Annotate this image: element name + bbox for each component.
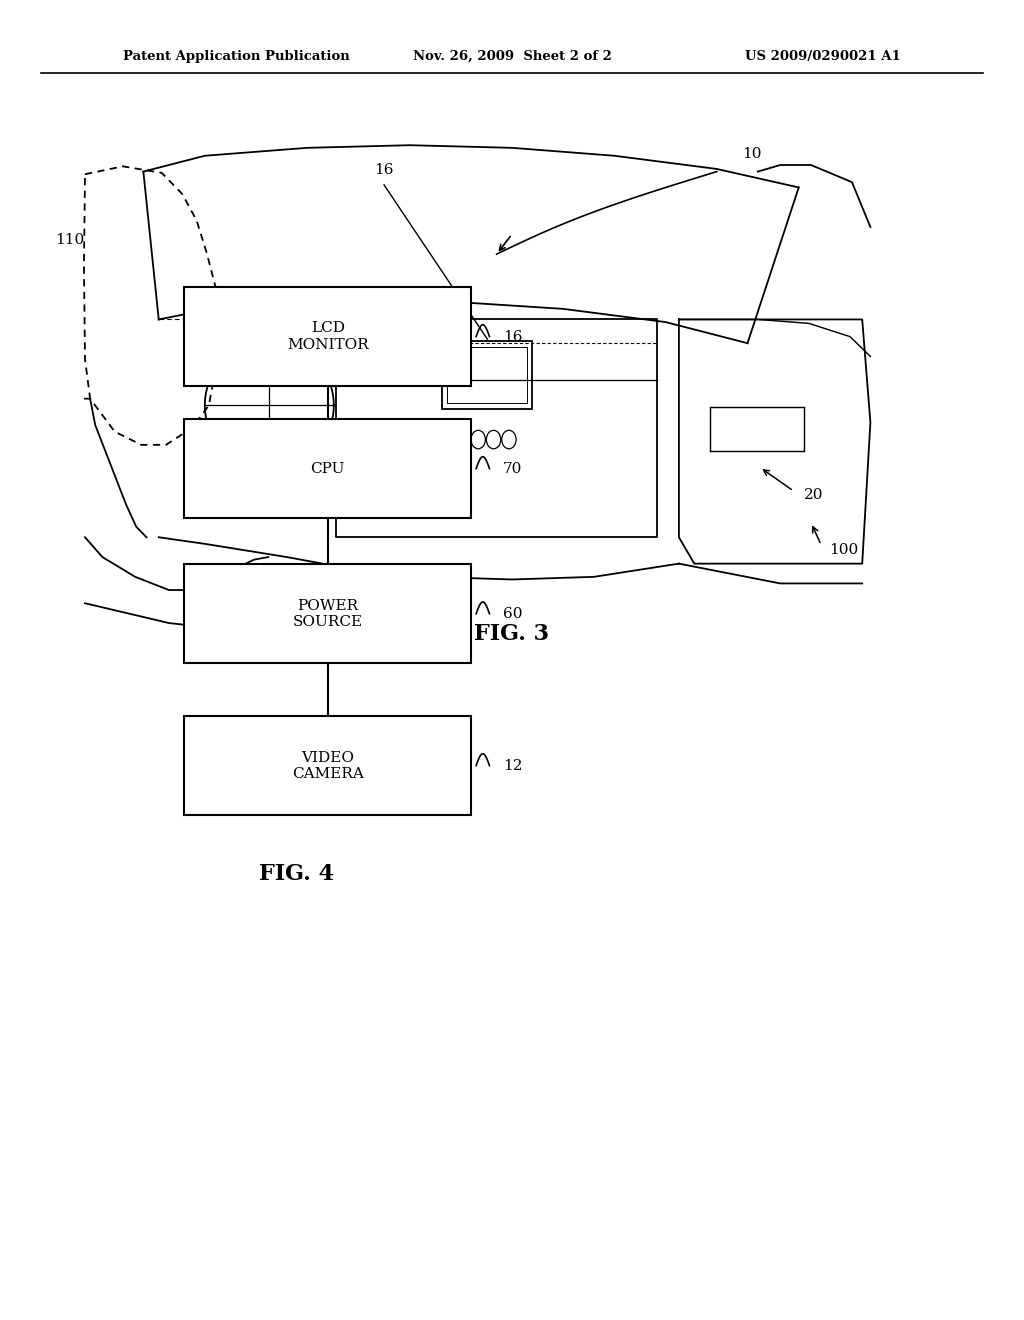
Text: LCD
MONITOR: LCD MONITOR <box>287 322 369 351</box>
Text: 10: 10 <box>742 148 762 161</box>
Text: CPU: CPU <box>310 462 345 475</box>
Text: VIDEO
CAMERA: VIDEO CAMERA <box>292 751 364 780</box>
Text: 60: 60 <box>503 607 522 620</box>
Text: 110: 110 <box>54 234 84 247</box>
Text: 20: 20 <box>804 488 823 502</box>
Bar <box>184 565 471 663</box>
Bar <box>184 715 471 814</box>
Text: 70: 70 <box>503 462 522 475</box>
Bar <box>442 341 532 409</box>
Text: 100: 100 <box>829 544 859 557</box>
Bar <box>447 347 527 403</box>
Bar <box>710 407 804 451</box>
Text: Patent Application Publication: Patent Application Publication <box>123 50 349 63</box>
Bar <box>184 418 471 517</box>
Text: POWER
SOURCE: POWER SOURCE <box>293 599 362 628</box>
Text: FIG. 4: FIG. 4 <box>259 863 335 884</box>
Text: FIG. 3: FIG. 3 <box>474 623 550 644</box>
Text: 12: 12 <box>503 759 522 772</box>
Text: 16: 16 <box>374 162 394 177</box>
Bar <box>184 288 471 385</box>
Text: 16: 16 <box>503 330 522 343</box>
Text: US 2009/0290021 A1: US 2009/0290021 A1 <box>745 50 901 63</box>
Text: Nov. 26, 2009  Sheet 2 of 2: Nov. 26, 2009 Sheet 2 of 2 <box>413 50 611 63</box>
